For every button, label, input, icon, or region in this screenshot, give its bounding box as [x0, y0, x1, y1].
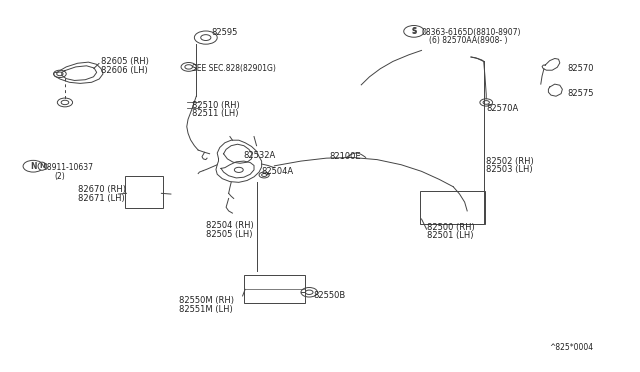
- Text: S: S: [412, 28, 417, 34]
- Text: N: N: [39, 163, 45, 169]
- Text: 82532A: 82532A: [244, 151, 276, 160]
- Text: 82502 (RH): 82502 (RH): [486, 157, 534, 166]
- Text: 82570A: 82570A: [486, 104, 518, 113]
- Text: 82503 (LH): 82503 (LH): [486, 166, 533, 174]
- Text: N: N: [30, 162, 36, 171]
- Text: 82500 (RH): 82500 (RH): [427, 222, 474, 231]
- Text: S: S: [412, 27, 417, 36]
- Text: 82575: 82575: [568, 89, 594, 98]
- Text: 82510 (RH): 82510 (RH): [192, 101, 239, 110]
- Text: 82670 (RH): 82670 (RH): [77, 185, 125, 194]
- Text: 82511 (LH): 82511 (LH): [192, 109, 238, 118]
- Text: (6) 82570AA(8908- ): (6) 82570AA(8908- ): [429, 36, 508, 45]
- Text: 82570: 82570: [568, 64, 594, 73]
- Text: 82595: 82595: [211, 28, 237, 36]
- Text: (2): (2): [55, 172, 65, 181]
- Text: 82504A: 82504A: [262, 167, 294, 176]
- Text: 82671 (LH): 82671 (LH): [77, 194, 124, 203]
- Text: 82550M (RH): 82550M (RH): [179, 296, 234, 305]
- Text: 08911-10637: 08911-10637: [42, 163, 93, 172]
- Text: 82504 (RH): 82504 (RH): [206, 221, 253, 230]
- Text: 82606 (LH): 82606 (LH): [101, 66, 148, 75]
- Text: 82605 (RH): 82605 (RH): [101, 57, 149, 66]
- Text: 82550B: 82550B: [314, 291, 346, 301]
- Text: 08363-6165D(8810-8907): 08363-6165D(8810-8907): [422, 28, 521, 36]
- Text: SEE SEC.828(82901G): SEE SEC.828(82901G): [192, 64, 276, 73]
- Text: ^825*0004: ^825*0004: [550, 343, 594, 352]
- Text: 82501 (LH): 82501 (LH): [427, 231, 473, 240]
- Text: 82551M (LH): 82551M (LH): [179, 305, 233, 314]
- Text: 82505 (LH): 82505 (LH): [206, 230, 252, 239]
- Text: 82100E: 82100E: [330, 152, 361, 161]
